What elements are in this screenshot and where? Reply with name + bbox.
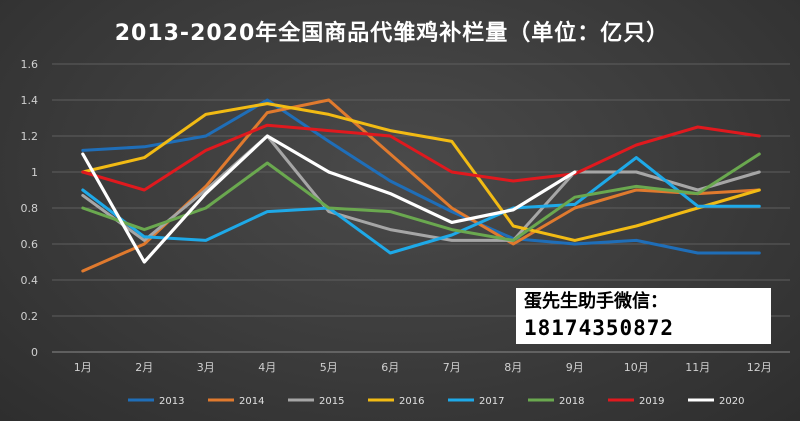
y-tick-label: 1 [31, 166, 38, 179]
series-line-2019 [81, 123, 761, 192]
y-tick-label: 0.2 [21, 310, 39, 323]
y-tick-label: 0.4 [21, 274, 39, 287]
x-tick-label: 2月 [135, 361, 153, 374]
legend-label-2018: 2018 [559, 396, 584, 407]
legend-label-2013: 2013 [159, 396, 184, 407]
y-tick-label: 1.4 [21, 94, 39, 107]
x-tick-label: 12月 [747, 361, 772, 374]
x-tick-label: 6月 [381, 361, 399, 374]
series-line-2014 [81, 98, 761, 273]
x-tick-label: 5月 [320, 361, 338, 374]
x-tick-label: 11月 [685, 361, 710, 374]
x-tick-label: 1月 [74, 361, 92, 374]
x-tick-label: 10月 [624, 361, 649, 374]
legend: 2013 2014 2015 2016 2017 2018 2019 2020 [128, 396, 744, 407]
wechat-watermark: 蛋先生助手微信： 18174350872 [516, 288, 771, 344]
series-line-2018 [81, 152, 761, 242]
y-tick-label: 0.6 [21, 238, 39, 251]
y-tick-label: 0 [31, 346, 38, 359]
x-tick-label: 3月 [197, 361, 215, 374]
series-line-2016 [81, 102, 761, 242]
x-axis: 1月 2月 3月 4月 5月 6月 7月 8月 9月 10月 11月 12月 [74, 361, 772, 374]
series-line-2017 [81, 156, 761, 255]
legend-label-2014: 2014 [239, 396, 264, 407]
series-line-2020 [81, 134, 577, 264]
y-tick-label: 1.2 [21, 130, 39, 143]
x-tick-label: 8月 [504, 361, 522, 374]
series-line-2013 [81, 98, 761, 255]
y-axis: 0 0.2 0.4 0.6 0.8 1 1.2 1.4 1.6 [21, 58, 39, 359]
legend-label-2020: 2020 [719, 396, 744, 407]
series-group [81, 98, 761, 273]
y-tick-label: 0.8 [21, 202, 39, 215]
y-tick-label: 1.6 [21, 58, 39, 71]
legend-label-2015: 2015 [319, 396, 344, 407]
wechat-label: 蛋先生助手微信： [524, 291, 668, 312]
legend-label-2016: 2016 [399, 396, 424, 407]
legend-label-2017: 2017 [479, 396, 504, 407]
series-line-2015 [81, 134, 761, 242]
x-tick-label: 9月 [566, 361, 584, 374]
x-tick-label: 4月 [258, 361, 276, 374]
chart-title: 2013-2020年全国商品代雏鸡补栏量（单位：亿只） [115, 20, 670, 46]
x-tick-label: 7月 [443, 361, 461, 374]
legend-label-2019: 2019 [639, 396, 664, 407]
wechat-number: 18174350872 [524, 316, 675, 340]
